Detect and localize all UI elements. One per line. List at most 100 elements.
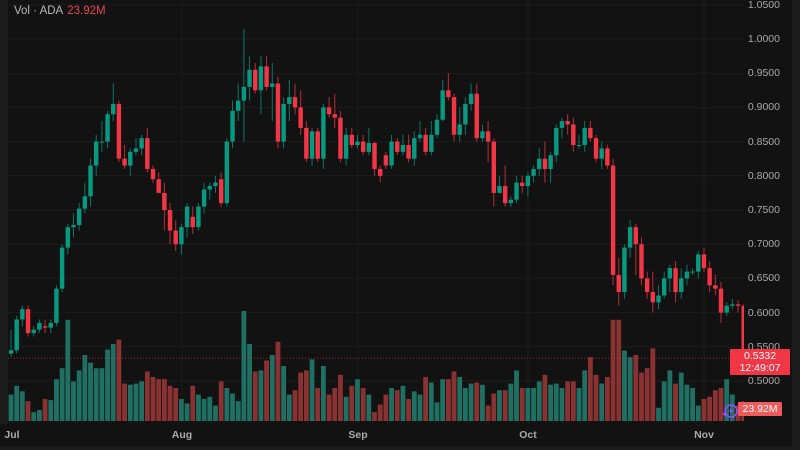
price-tick-label: 0.5000 [747,375,780,387]
candle [406,145,411,159]
volume-bar [468,383,474,421]
volume-bar [695,405,701,421]
volume-bar [179,399,184,421]
candle [128,151,133,166]
candle [247,69,252,87]
candle [372,142,377,169]
volume-bar [42,399,48,421]
chart-plot-area[interactable] [8,0,744,424]
volume-bar [701,399,707,421]
candle [54,288,59,323]
time-tick-label: Nov [694,429,714,441]
volume-bar [644,368,650,421]
volume-bar [502,390,508,421]
volume-bar [14,385,20,421]
volume-bar [355,379,360,421]
volume-bar [724,379,730,421]
volume-bar [463,388,468,421]
price-tick-label: 0.7500 [747,204,780,216]
volume-bar [366,394,372,421]
volume-bar [269,355,275,421]
volume-bar [440,379,446,421]
time-tick-label: Oct [519,429,537,441]
volume-bar [627,357,633,421]
candle [610,165,616,275]
volume-bar [457,377,463,421]
price-tick-label: 0.9500 [747,67,780,80]
volume-bar [258,370,264,421]
candle [37,322,42,330]
volume-bar [360,388,366,421]
candle [724,305,729,313]
candle [213,182,218,187]
candle [8,350,14,354]
bottom-border [0,446,800,450]
price-tick-label: 0.8000 [747,169,780,182]
volume-bar [406,399,411,421]
lightning-icon[interactable] [722,403,738,419]
candle [502,186,508,204]
volume-bar [281,366,287,421]
candlestick-plot[interactable] [8,0,744,424]
price-tick-label: 1.0500 [747,0,780,11]
candle [355,141,360,146]
candle [338,117,343,159]
candle [207,186,212,190]
candle [230,110,235,142]
volume-bar [230,393,235,421]
volume-bar [451,371,457,421]
volume-bar [389,388,394,421]
volume-bar [423,377,429,421]
candle [463,103,468,125]
candle [571,124,576,146]
volume-bar [326,394,332,421]
candle [378,168,383,176]
price-tick-label: 1.0000 [747,33,780,45]
volume-bar [718,388,724,421]
left-border [0,0,8,424]
candle [434,119,440,135]
volume-bar [411,391,417,421]
candle [349,134,354,146]
candle [673,268,678,293]
candle [554,127,559,156]
candle [616,274,621,293]
volume-bar [31,412,37,421]
candle [14,319,19,351]
volume-bar [133,383,139,421]
candle [59,247,65,289]
candle [332,114,337,118]
volume-bar [377,404,383,421]
candle [264,66,269,87]
candle [485,131,491,142]
legend-label: Vol · ADA [14,5,64,17]
candle [196,206,201,228]
candle [457,124,462,135]
volume-bar [59,368,65,421]
volume-bar [548,384,553,421]
volume-bar [349,385,355,421]
candle [236,100,241,111]
volume-bar [690,388,695,421]
volume-bar [553,383,559,421]
volume-bar [25,401,31,421]
volume-value-tag: 23.92M [738,402,782,416]
volume-bar [684,384,690,421]
candle [321,107,326,159]
candle [412,138,417,159]
volume-bar [445,379,451,421]
volume-bar [201,399,207,421]
candle [309,131,315,159]
time-axis[interactable]: Jul Aug Sep Oct Nov [0,424,792,446]
volume-bar [161,379,167,421]
volume-bar [286,394,292,421]
volume-bar [678,372,684,421]
candle [99,141,105,143]
candle [139,138,144,149]
volume-bar [65,319,71,421]
volume-bar [264,360,269,421]
volume-bar [536,381,542,421]
price-tick-label: 0.9000 [747,101,780,114]
volume-bar [667,370,673,421]
volume-bar [173,388,179,421]
